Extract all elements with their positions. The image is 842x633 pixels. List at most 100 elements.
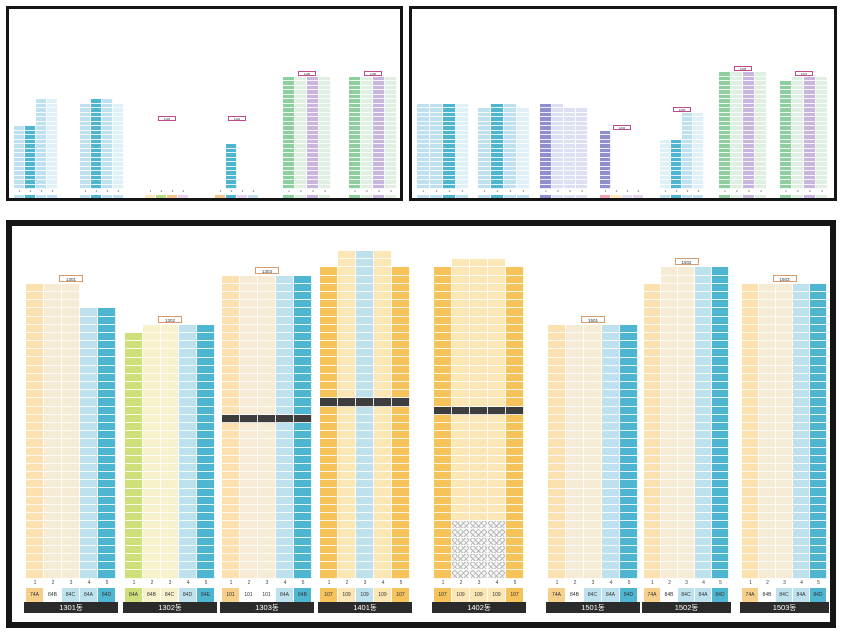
unit-cell xyxy=(237,144,248,149)
unit-cell xyxy=(552,162,564,167)
unit-cell xyxy=(47,175,58,180)
unit-cell xyxy=(644,455,661,464)
unit-type-cell: 84A xyxy=(276,588,294,602)
unit-cell xyxy=(660,175,671,180)
unit-cell xyxy=(793,308,810,317)
unit-cell xyxy=(695,537,712,546)
unit-cell xyxy=(602,341,620,350)
unit-cell xyxy=(456,126,469,131)
unit-cell xyxy=(695,513,712,522)
unit-cell xyxy=(319,85,331,90)
unit-type-cell: 101C xyxy=(373,195,385,198)
unit-cell xyxy=(793,545,810,554)
unit-cell xyxy=(361,112,373,117)
unit-cell xyxy=(276,431,294,440)
unit-cell xyxy=(743,139,755,144)
unit-cell xyxy=(452,259,470,268)
unit-type-cell: 74A xyxy=(693,195,704,198)
unit-cell xyxy=(540,184,552,189)
unit-cell xyxy=(294,349,312,358)
unit-cell xyxy=(374,259,392,268)
line-number: 3 xyxy=(106,189,109,193)
unit-cell xyxy=(91,103,102,108)
unit-cell xyxy=(361,157,373,162)
unit-cell xyxy=(611,148,622,153)
unit-cell xyxy=(143,365,161,374)
unit-cell xyxy=(644,332,661,342)
unit-cell xyxy=(810,570,827,579)
unit-cell xyxy=(434,341,452,350)
unit-cell xyxy=(517,157,530,162)
unit-cell xyxy=(145,162,156,167)
unit-cell xyxy=(793,529,810,538)
unit-cell xyxy=(660,171,671,176)
unit-type-cell: 84A xyxy=(611,195,622,198)
unit-cell xyxy=(804,139,816,144)
unit-type-row: 101A 101B 101C 101D xyxy=(719,195,767,198)
unit-cell xyxy=(443,153,456,158)
unit-cell xyxy=(276,570,294,579)
unit-cell xyxy=(80,570,98,579)
unit-cell xyxy=(611,180,622,185)
line-number: 2 xyxy=(557,189,559,193)
unit-cell xyxy=(600,144,611,149)
unit-cell xyxy=(417,175,430,180)
unit-cell xyxy=(712,267,729,276)
unit-cell xyxy=(731,162,743,167)
unit-cell xyxy=(161,373,179,383)
unit-cell xyxy=(62,480,80,489)
unit-cell xyxy=(179,357,197,366)
unit-cell xyxy=(349,90,361,95)
unit-cell xyxy=(385,126,397,131)
unit-cell xyxy=(361,166,373,171)
unit-cell xyxy=(161,390,179,399)
unit-cell xyxy=(215,157,226,162)
unit-cell xyxy=(338,513,356,522)
unit-cell xyxy=(731,175,743,180)
unit-cell xyxy=(319,157,331,162)
unit-cell xyxy=(179,423,197,432)
unit-cell xyxy=(356,545,374,554)
unit-cell xyxy=(792,166,804,171)
unit-cell xyxy=(392,267,410,276)
unit-cell xyxy=(682,175,693,180)
unit-cell xyxy=(294,439,312,448)
unit-cell xyxy=(456,139,469,144)
unit-cell xyxy=(385,94,397,99)
unit-cell xyxy=(319,166,331,171)
unit-cell xyxy=(338,406,356,415)
unit-cell xyxy=(98,390,116,399)
unit-cell xyxy=(44,422,62,432)
unit-cell xyxy=(258,365,276,374)
line-number: 3 xyxy=(40,189,43,193)
unit-type-cell: 84A xyxy=(113,195,124,198)
unit-cell xyxy=(349,103,361,108)
unit-cell xyxy=(258,300,276,309)
unit-cell xyxy=(14,180,25,185)
unit-type-cell: 84C xyxy=(161,588,179,602)
unit-cell xyxy=(276,537,294,546)
unit-cell xyxy=(80,112,91,117)
unit-cell xyxy=(295,180,307,185)
unit-cell xyxy=(548,373,566,383)
unit-cell xyxy=(14,144,25,149)
unit-type-cell: 84A xyxy=(156,195,167,198)
unit-cell xyxy=(36,157,47,162)
unit-cell xyxy=(143,406,161,415)
unit-cell xyxy=(91,171,102,176)
unit-cell xyxy=(226,153,237,158)
unit-cell xyxy=(478,126,491,131)
unit-cell xyxy=(80,382,98,391)
unit-cell xyxy=(338,341,356,350)
unit-cell xyxy=(810,472,827,481)
unit-cell xyxy=(240,439,258,448)
unit-cell xyxy=(143,570,161,579)
unit-cell xyxy=(417,162,430,167)
unit-cell xyxy=(417,180,430,185)
line-number: 2 xyxy=(435,189,438,193)
unit-cell xyxy=(179,455,197,464)
unit-cell xyxy=(319,148,331,153)
unit-cell xyxy=(759,300,776,309)
unit-cell xyxy=(91,175,102,180)
